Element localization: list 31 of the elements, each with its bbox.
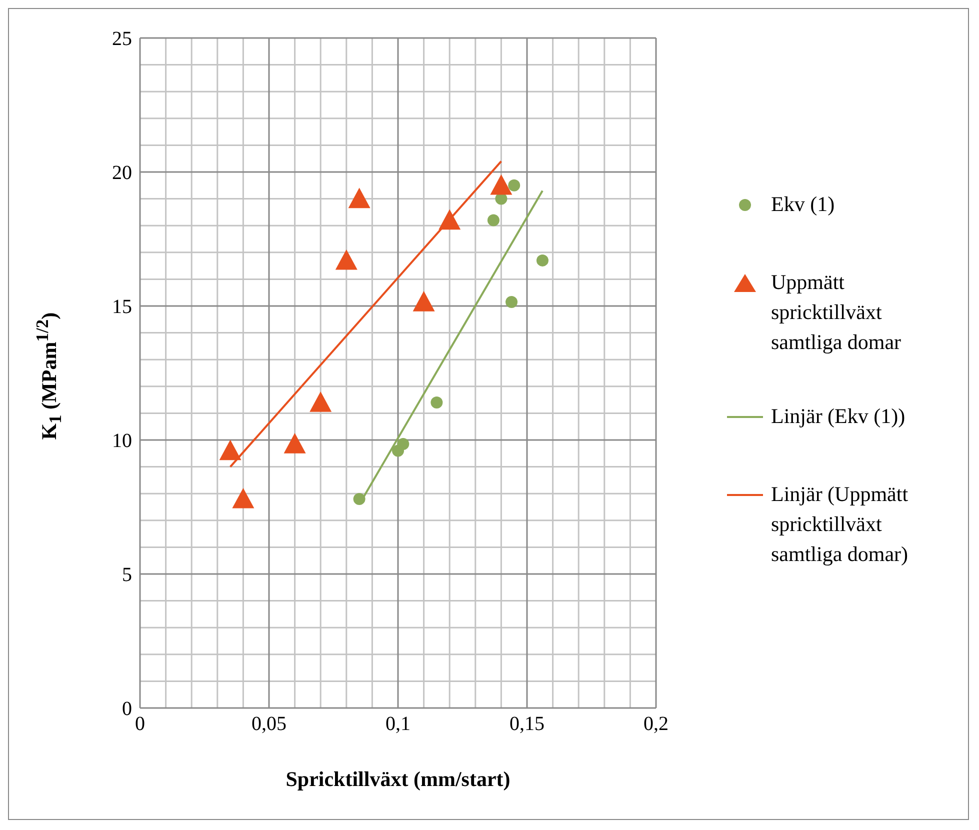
- y-tick-label: 20: [112, 162, 132, 184]
- legend-label: Linjär (Uppmätt spricktillväxt samtliga domar): [771, 481, 910, 568]
- point: [490, 174, 512, 195]
- point: [412, 290, 435, 312]
- point: [536, 254, 548, 266]
- x-tick-label: 0,1: [386, 713, 410, 736]
- point: [284, 433, 306, 454]
- point: [348, 188, 370, 208]
- legend-label: Linjär (Ekv (1)): [771, 403, 906, 430]
- point: [397, 438, 410, 450]
- point: [430, 396, 443, 408]
- point: [335, 249, 358, 270]
- y-tick-label: 25: [112, 28, 132, 50]
- y-tick-label: 15: [112, 296, 132, 318]
- legend-label: Ekv (1): [771, 191, 836, 218]
- x-tick-label: 0,2: [644, 713, 668, 736]
- x-axis-title: Spricktillväxt (mm/start): [284, 767, 512, 792]
- x-tick-label: 0,05: [252, 713, 286, 736]
- point: [506, 296, 518, 308]
- point: [438, 209, 461, 230]
- y-tick-label: 10: [112, 430, 132, 452]
- y-tick-label: 5: [122, 564, 132, 586]
- y-tick-label: 0: [122, 698, 132, 720]
- point: [219, 440, 242, 460]
- legend-label: Uppmätt spricktillväxt samtliga domar: [771, 269, 902, 356]
- point: [487, 214, 500, 226]
- point: [310, 391, 332, 412]
- x-tick-label: 0,15: [510, 713, 544, 736]
- point: [353, 492, 366, 505]
- point: [232, 488, 254, 508]
- point: [508, 179, 520, 192]
